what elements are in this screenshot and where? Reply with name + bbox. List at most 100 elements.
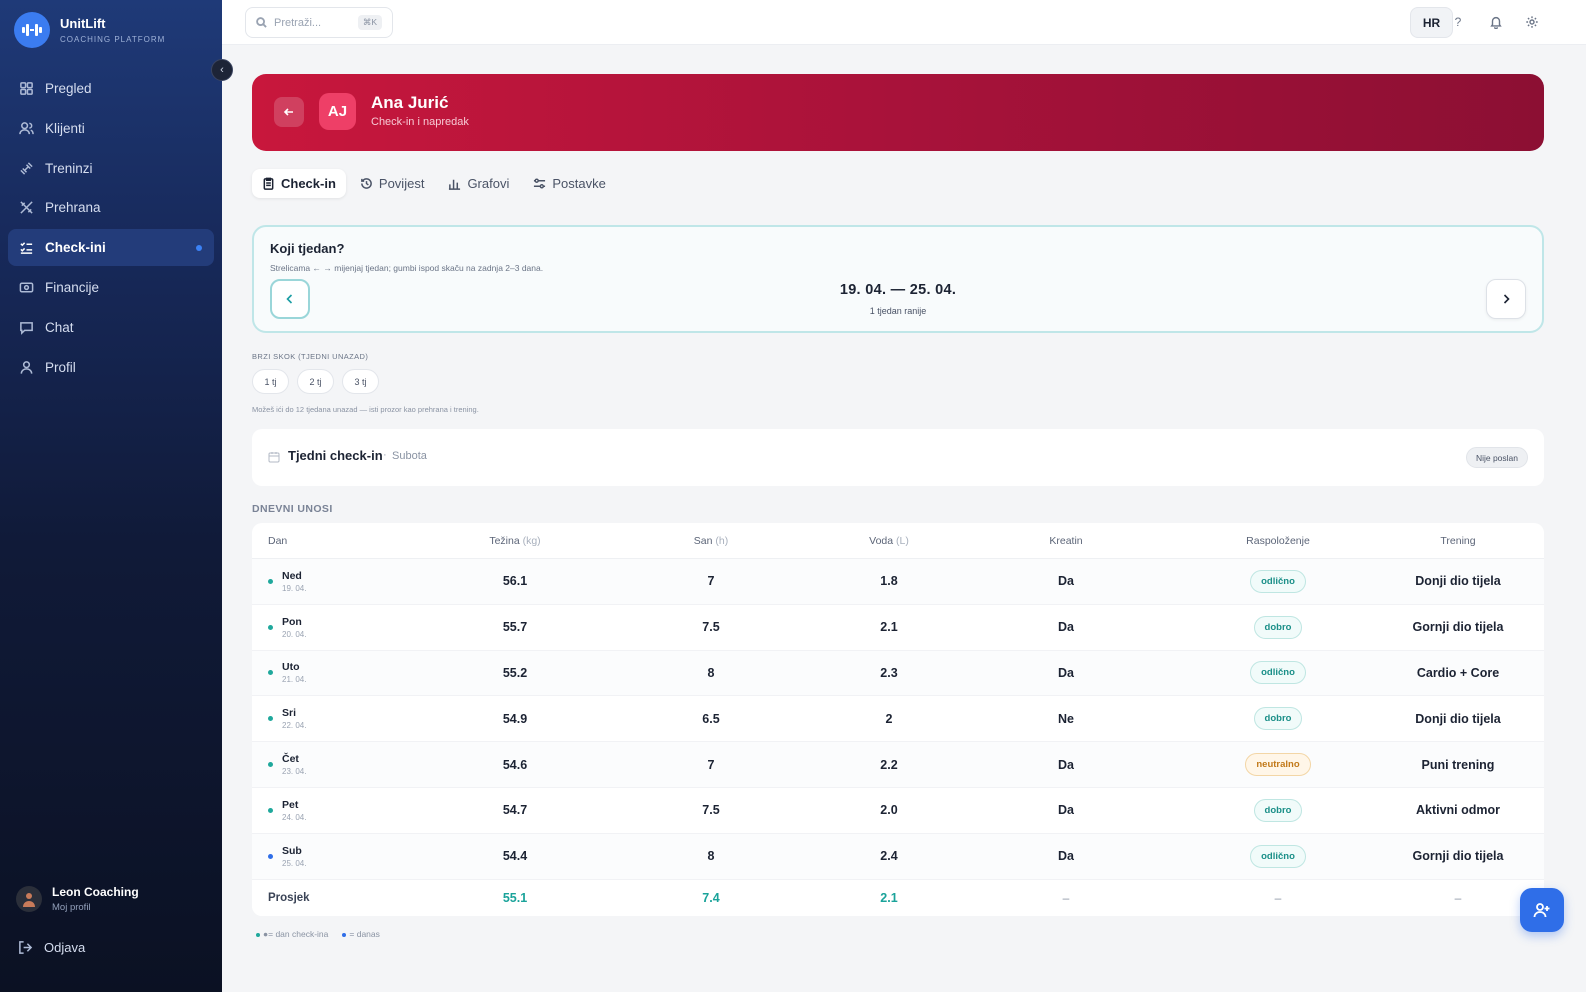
sidebar-item-profil[interactable]: Profil [8, 349, 214, 386]
cell-mood: odlično [1184, 661, 1372, 685]
utensils-icon [20, 201, 33, 215]
search-placeholder: Pretraži... [274, 16, 322, 29]
week-selector: Koji tjedan? Strelicama ← → mijenjaj tje… [252, 225, 1544, 333]
cell-weight: 54.4 [502, 849, 528, 864]
table-row[interactable]: Sub 25. 04. 54.4 8 2.4 Da odlično Gornji dio ti… [252, 833, 1544, 880]
tab-bar: Check-in Povijest Grafovi Postavke [252, 169, 616, 198]
client-subtitle: Check-in i napredak [371, 116, 469, 128]
back-button[interactable] [274, 97, 304, 127]
cell-weight: 54.9 [502, 711, 528, 726]
header-weight: Težina (kg) [489, 534, 541, 547]
search-shortcut: ⌘K [357, 15, 382, 30]
average-mood: – [1274, 890, 1282, 905]
brand[interactable]: UnitLift COACHING PLATFORM [14, 12, 165, 48]
checkin-dot [268, 624, 273, 630]
tab-postavke[interactable]: Postavke [523, 169, 615, 198]
previous-week-button[interactable] [270, 279, 310, 319]
language-button[interactable]: HR [1410, 7, 1453, 38]
legend-checkin: ●= dan check-ina [256, 929, 328, 939]
user-plus-icon [1533, 903, 1550, 918]
cell-water: 2.3 [880, 665, 898, 680]
daily-entries-table: Dan Težina (kg) San (h) Voda (L) Kreatin… [252, 523, 1544, 916]
sidebar-item-financije[interactable]: Financije [8, 269, 214, 306]
quick-jump-1-week[interactable]: 1 tj [252, 369, 289, 394]
chevron-right-icon [1503, 294, 1510, 304]
sidebar-item-klijenti[interactable]: Klijenti [8, 110, 214, 147]
cell-training: Aktivni odmor [1415, 803, 1501, 818]
day-name: Sub [282, 844, 302, 857]
week-hint: Strelicama ← → mijenjaj tjedan; gumbi is… [270, 263, 544, 273]
sidebar-item-pregled[interactable]: Pregled [8, 70, 214, 107]
day-date: 24. 04. [282, 812, 307, 822]
cell-sleep: 7.5 [702, 803, 720, 818]
table-row[interactable]: Uto 21. 04. 55.2 8 2.3 Da odlično Cardio + Core [252, 650, 1544, 697]
quick-jump-2-weeks[interactable]: 2 tj [297, 369, 334, 394]
sidebar-item-chat[interactable]: Chat [8, 309, 214, 346]
quick-jump-buttons: 1 tj 2 tj 3 tj [252, 369, 379, 394]
table-row[interactable]: Ned 19. 04. 56.1 7 1.8 Da odlično Donji dio tij… [252, 559, 1544, 605]
cell-sleep: 8 [707, 665, 715, 680]
search-input[interactable]: Pretraži... ⌘K [245, 7, 393, 38]
weekly-checkin-card[interactable]: Tjedni check-in · Subota Nije poslan [252, 429, 1544, 486]
cell-mood: dobro [1184, 798, 1372, 822]
cell-water: 2.4 [880, 849, 898, 864]
sidebar-item-check-ini[interactable]: Check-ini [8, 229, 214, 267]
sidebar-item-label: Treninzi [45, 160, 93, 176]
active-indicator-dot [196, 245, 202, 252]
day-name: Pet [282, 798, 299, 811]
table-row[interactable]: Pet 24. 04. 54.7 7.5 2.0 Da dobro Aktivni odmor [252, 788, 1544, 834]
sidebar-item-label: Financije [45, 279, 100, 295]
table-body: Ned 19. 04. 56.1 7 1.8 Da odlično Donji dio tij… [252, 559, 1544, 880]
cell-day: Sub 25. 04. [252, 845, 438, 868]
table-row[interactable]: Čet 23. 04. 54.6 7 2.2 Da neutralno Puni trenin… [252, 742, 1544, 788]
cell-day: Pon 20. 04. [252, 616, 438, 639]
sidebar-item-prehrana[interactable]: Prehrana [8, 189, 214, 226]
logout-label: Odjava [44, 940, 86, 955]
bar-chart-icon [449, 179, 461, 190]
dumbbell-icon [20, 161, 33, 175]
week-relative: 1 tjedan ranije [869, 306, 927, 316]
header-day: Dan [268, 534, 288, 547]
cell-creatine: Da [1058, 665, 1074, 680]
checkin-dot [268, 807, 273, 813]
add-client-button[interactable] [1520, 888, 1564, 932]
cell-mood: neutralno [1184, 753, 1372, 777]
checkin-dot [268, 670, 273, 676]
bell-icon[interactable] [1488, 14, 1504, 30]
checkin-dot [268, 853, 273, 859]
tab-grafovi[interactable]: Grafovi [438, 169, 519, 198]
cell-weight: 54.7 [502, 803, 528, 818]
client-avatar: AJ [319, 93, 356, 130]
day-date: 21. 04. [282, 675, 307, 685]
brand-tagline: COACHING PLATFORM [60, 35, 166, 44]
gear-icon[interactable] [1524, 14, 1540, 30]
sidebar: UnitLift COACHING PLATFORM Pregled Klije… [0, 0, 222, 992]
cell-training: Gornji dio tijela [1412, 849, 1504, 864]
table-row[interactable]: Pon 20. 04. 55.7 7.5 2.1 Da dobro Gornji dio ti… [252, 605, 1544, 651]
next-week-button[interactable] [1486, 279, 1526, 319]
search-icon [256, 17, 267, 28]
tab-povijest[interactable]: Povijest [350, 169, 435, 198]
week-title: Koji tjedan? [270, 241, 345, 256]
sidebar-item-treninzi[interactable]: Treninzi [8, 150, 214, 187]
cell-day: Čet 23. 04. [252, 753, 438, 776]
cell-sleep: 7 [707, 757, 715, 772]
day-date: 25. 04. [282, 858, 307, 868]
arrow-left-icon [283, 108, 293, 116]
cell-training: Puni trening [1421, 757, 1495, 772]
user-profile[interactable]: Leon Coaching Moj profil [16, 885, 139, 913]
logout-button[interactable]: Odjava [18, 940, 85, 955]
tab-label: Check-in [281, 176, 336, 191]
header-water: Voda (L) [869, 534, 909, 547]
average-row: Prosjek 55.1 7.4 2.1 – – – [252, 879, 1544, 916]
cell-training: Donji dio tijela [1415, 711, 1501, 726]
average-label: Prosjek [268, 891, 310, 904]
average-creatine: – [1062, 890, 1070, 905]
tab-check-in[interactable]: Check-in [252, 169, 346, 198]
table-row[interactable]: Sri 22. 04. 54.9 6.5 2 Ne dobro Donji dio tijel… [252, 696, 1544, 743]
collapse-sidebar-button[interactable]: ‹ [211, 59, 233, 81]
help-icon[interactable]: ? [1454, 15, 1462, 29]
cell-mood: odlično [1184, 569, 1372, 593]
mood-badge: odlično [1250, 569, 1306, 593]
quick-jump-3-weeks[interactable]: 3 tj [342, 369, 379, 394]
